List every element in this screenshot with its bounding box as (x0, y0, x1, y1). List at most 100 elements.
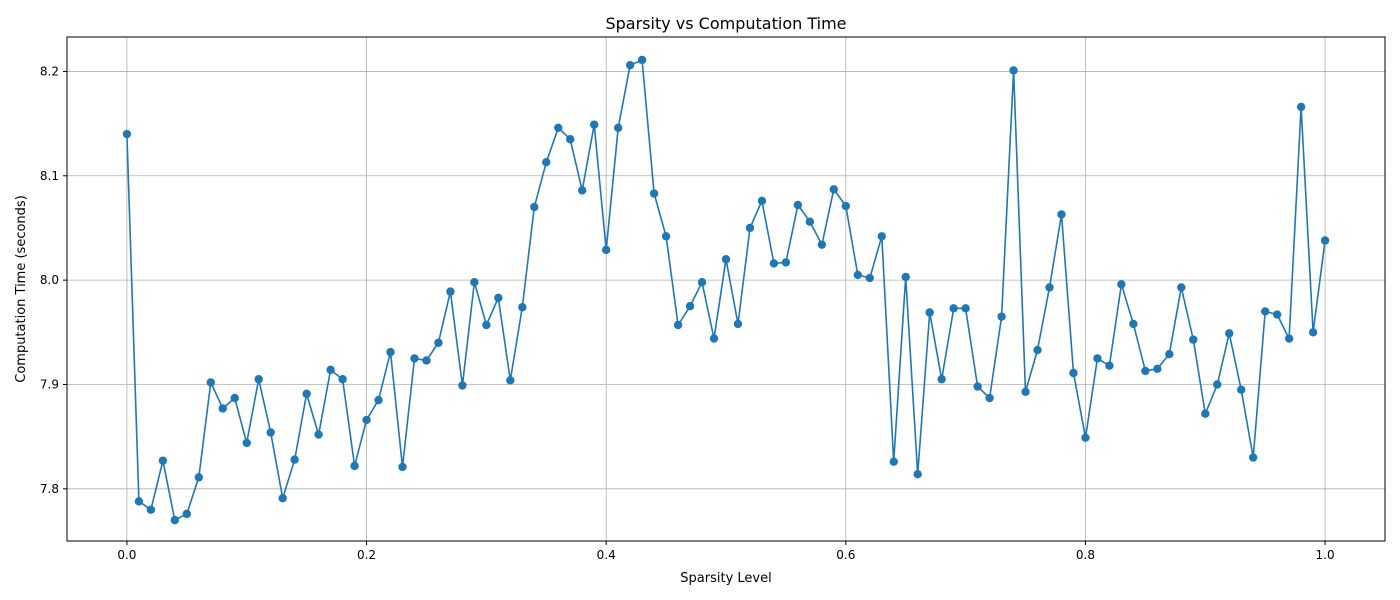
data-point (1009, 66, 1018, 75)
data-point (1308, 328, 1318, 337)
data-point (1081, 433, 1090, 442)
data-point (410, 354, 419, 363)
data-point (673, 320, 683, 330)
data-point (937, 375, 946, 384)
data-point (326, 365, 335, 375)
data-point (386, 347, 395, 357)
data-point (745, 223, 755, 233)
x-tick-label: 0.0 (117, 548, 136, 562)
data-point (601, 245, 611, 255)
data-point (901, 272, 910, 282)
data-point (793, 200, 803, 210)
data-point (973, 382, 982, 391)
data-point (578, 186, 587, 195)
data-point (446, 287, 455, 296)
data-point (218, 404, 227, 413)
data-point (853, 270, 862, 280)
data-point (134, 497, 144, 506)
data-point (625, 60, 635, 70)
data-point (637, 55, 647, 65)
data-point (362, 415, 371, 425)
y-tick-label: 7.9 (40, 377, 59, 391)
data-point (781, 258, 791, 267)
y-axis-ticks: 7.8 7.9 8.0 8.1 8.2 (40, 64, 67, 496)
data-point (170, 515, 180, 525)
data-point (278, 494, 287, 503)
y-tick-label: 7.8 (40, 482, 59, 496)
data-point (697, 278, 707, 287)
data-point (1153, 364, 1162, 374)
data-point (841, 201, 851, 211)
data-point (961, 304, 970, 313)
grid-lines (67, 37, 1385, 541)
plot-frame (66, 36, 1386, 542)
data-point (925, 308, 934, 317)
y-tick-label: 8.1 (40, 169, 59, 183)
data-point (817, 240, 827, 249)
data-point (506, 376, 515, 385)
x-axis-label: Sparsity Level (680, 571, 771, 586)
data-point (398, 462, 407, 472)
data-point (590, 120, 599, 129)
data-point (122, 129, 132, 139)
data-points (122, 55, 1330, 525)
data-point (482, 320, 491, 330)
data-point (470, 278, 479, 287)
data-point (230, 393, 239, 403)
data-point (494, 293, 503, 303)
data-point (374, 395, 383, 405)
data-point (1105, 361, 1114, 370)
data-point (1057, 210, 1066, 219)
data-point (997, 312, 1006, 321)
data-point (1141, 366, 1150, 376)
data-point (206, 378, 215, 387)
y-axis-label: Computation Time (seconds) (14, 195, 29, 383)
data-point (542, 158, 551, 167)
data-point (554, 123, 563, 132)
data-point (1165, 350, 1174, 359)
data-point (1189, 335, 1198, 344)
data-point (434, 338, 443, 347)
data-point (530, 202, 539, 212)
data-point (194, 473, 203, 482)
data-point (158, 456, 168, 465)
x-tick-label: 1.0 (1316, 548, 1335, 562)
data-point (518, 303, 527, 312)
data-point (182, 509, 192, 519)
data-point (949, 304, 958, 313)
data-point (709, 334, 719, 343)
data-point (1320, 236, 1330, 245)
x-tick-label: 0.2 (357, 548, 376, 562)
data-point (1260, 307, 1270, 316)
chart-title: Sparsity vs Computation Time (605, 14, 846, 33)
data-point (1129, 319, 1138, 329)
data-point (913, 470, 922, 479)
data-point (1045, 283, 1054, 292)
data-point (458, 381, 467, 390)
data-point (721, 255, 731, 264)
data-point (769, 259, 779, 268)
data-point (1225, 329, 1234, 338)
data-point (1249, 453, 1258, 462)
data-point (1177, 283, 1186, 292)
data-point (985, 393, 994, 403)
data-point (146, 505, 156, 514)
data-point (829, 185, 839, 194)
data-point (242, 438, 251, 448)
data-point (1296, 102, 1306, 112)
data-point (805, 217, 815, 226)
data-point (865, 273, 874, 283)
data-point (350, 461, 359, 471)
data-point (757, 196, 767, 206)
x-tick-label: 0.4 (597, 548, 616, 562)
data-point (1093, 354, 1102, 363)
y-tick-label: 8.2 (40, 64, 59, 78)
data-point (1021, 387, 1030, 396)
data-point (302, 389, 311, 399)
data-point (649, 189, 659, 198)
data-point (889, 457, 898, 466)
y-tick-label: 8.0 (40, 273, 59, 287)
data-point (661, 232, 671, 241)
data-point (1033, 345, 1042, 355)
data-point (266, 428, 275, 437)
